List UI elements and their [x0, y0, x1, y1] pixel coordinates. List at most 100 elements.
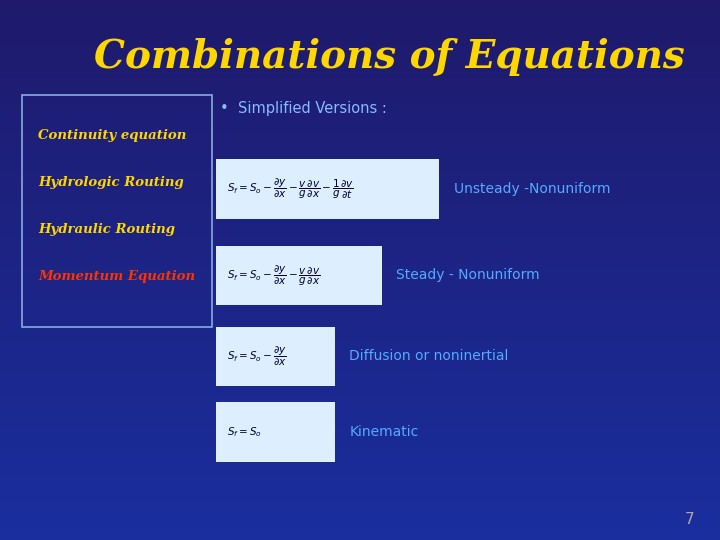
Bar	[0, 286, 720, 289]
Bar	[0, 181, 720, 184]
Bar	[0, 351, 720, 354]
Bar	[0, 402, 720, 405]
Bar	[0, 483, 720, 486]
Text: $S_f = S_o - \dfrac{\partial y}{\partial x}$: $S_f = S_o - \dfrac{\partial y}{\partial…	[227, 345, 287, 368]
Bar	[0, 427, 720, 429]
Bar	[0, 243, 720, 246]
Bar	[0, 0, 720, 3]
Bar	[0, 537, 720, 540]
Text: Steady - Nonuniform: Steady - Nonuniform	[396, 268, 539, 282]
Bar	[0, 440, 720, 443]
Bar	[0, 19, 720, 22]
Bar	[0, 505, 720, 508]
Bar	[0, 456, 720, 459]
Bar	[0, 270, 720, 273]
Text: Combinations of Equations: Combinations of Equations	[94, 38, 684, 76]
Bar	[0, 510, 720, 513]
Bar	[0, 140, 720, 143]
Bar	[0, 367, 720, 370]
Bar	[0, 378, 720, 381]
Bar	[0, 68, 720, 70]
Bar	[0, 446, 720, 448]
Bar	[0, 273, 720, 275]
Text: Unsteady -Nonuniform: Unsteady -Nonuniform	[454, 182, 610, 196]
Bar	[0, 213, 720, 216]
Bar	[0, 116, 720, 119]
Text: Momentum Equation: Momentum Equation	[38, 270, 195, 284]
Bar	[0, 100, 720, 103]
Bar	[0, 178, 720, 181]
Bar	[0, 494, 720, 497]
Bar	[0, 462, 720, 464]
Bar	[0, 248, 720, 251]
Bar	[0, 297, 720, 300]
Bar	[0, 148, 720, 151]
Text: Hydraulic Routing: Hydraulic Routing	[38, 223, 175, 236]
Bar	[0, 405, 720, 408]
FancyBboxPatch shape	[216, 159, 439, 219]
Bar	[0, 489, 720, 491]
Bar	[0, 335, 720, 338]
Bar	[0, 470, 720, 472]
Bar	[0, 32, 720, 35]
Bar	[0, 230, 720, 232]
Bar	[0, 329, 720, 332]
Bar	[0, 491, 720, 494]
Bar	[0, 14, 720, 16]
Bar	[0, 202, 720, 205]
Bar	[0, 472, 720, 475]
Bar	[0, 362, 720, 364]
Bar	[0, 418, 720, 421]
Bar	[0, 59, 720, 62]
Bar	[0, 454, 720, 456]
Bar	[0, 3, 720, 5]
FancyBboxPatch shape	[216, 402, 335, 462]
Bar	[0, 316, 720, 319]
Bar	[0, 416, 720, 418]
Bar	[0, 194, 720, 197]
Text: $S_f = S_o - \dfrac{\partial y}{\partial x} - \dfrac{v}{g}\dfrac{\partial v}{\pa: $S_f = S_o - \dfrac{\partial y}{\partial…	[227, 177, 354, 201]
Bar	[0, 467, 720, 470]
Bar	[0, 219, 720, 221]
Bar	[0, 529, 720, 532]
Bar	[0, 103, 720, 105]
Bar	[0, 49, 720, 51]
Bar	[0, 235, 720, 238]
Bar	[0, 167, 720, 170]
Bar	[0, 302, 720, 305]
Bar	[0, 138, 720, 140]
Bar	[0, 54, 720, 57]
Bar	[0, 435, 720, 437]
Bar	[0, 364, 720, 367]
Bar	[0, 300, 720, 302]
Bar	[0, 127, 720, 130]
Bar	[0, 122, 720, 124]
Bar	[0, 224, 720, 227]
Bar	[0, 22, 720, 24]
Bar	[0, 284, 720, 286]
Bar	[0, 170, 720, 173]
Bar	[0, 267, 720, 270]
Bar	[0, 130, 720, 132]
Bar	[0, 289, 720, 292]
Bar	[0, 481, 720, 483]
Bar	[0, 478, 720, 481]
Bar	[0, 356, 720, 359]
Bar	[0, 424, 720, 427]
Bar	[0, 313, 720, 316]
Bar	[0, 459, 720, 462]
Bar	[0, 186, 720, 189]
Bar	[0, 254, 720, 256]
Bar	[0, 165, 720, 167]
Bar	[0, 421, 720, 424]
Bar	[0, 373, 720, 375]
Bar	[0, 216, 720, 219]
Bar	[0, 359, 720, 362]
Bar	[0, 397, 720, 400]
Bar	[0, 497, 720, 500]
Bar	[0, 78, 720, 81]
Bar	[0, 432, 720, 435]
Bar	[0, 38, 720, 40]
Bar	[0, 524, 720, 526]
Bar	[0, 16, 720, 19]
